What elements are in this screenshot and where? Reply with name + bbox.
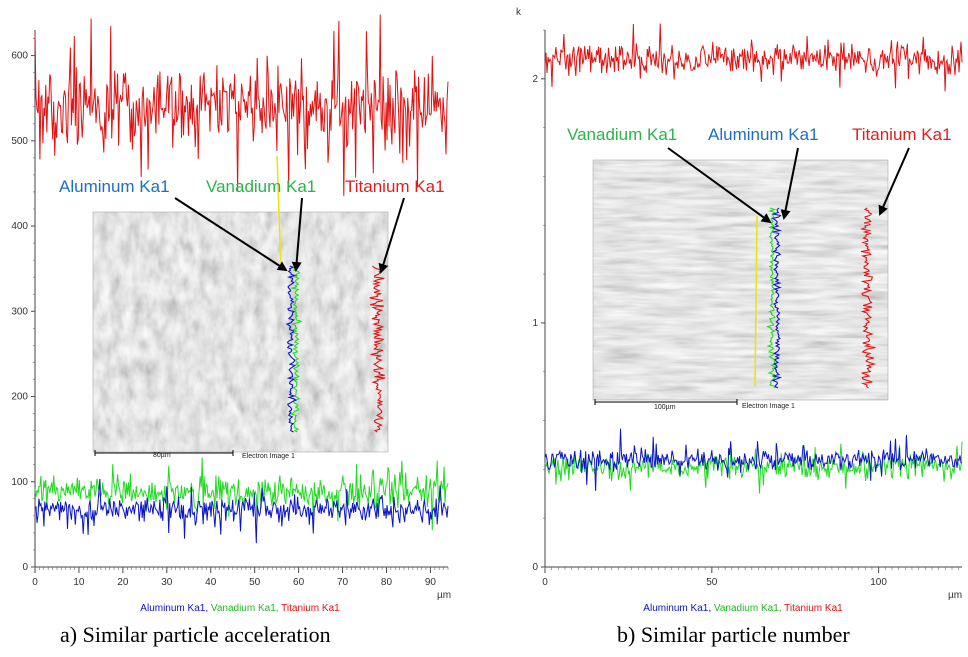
panel-b-legend-separator-2: , [779, 603, 784, 614]
panel-a-x-tick-label-5: 50 [249, 577, 261, 588]
panel-a-x-tick-label-8: 80 [381, 577, 393, 588]
panel-a-y-tick-label-0: 0 [22, 562, 28, 573]
panel-a-x-tick-label-3: 30 [161, 577, 173, 588]
panel-a-series-aluminum [34, 478, 449, 544]
panel-b-inset-trace-vanadium [766, 207, 778, 389]
panel-a-y-ticks: 0 100 200 300 400 500 600 [11, 38, 35, 573]
panel-a-x-tick-label-9: 90 [425, 577, 437, 588]
panel-a-x-tick-label-4: 40 [205, 577, 217, 588]
panel-b-annotation-titanium: Titanium Ka1 [852, 125, 952, 144]
panel-b-sem-inset: 100µm Electron Image 1 [592, 159, 889, 411]
panel-a-arrow-titanium [378, 197, 405, 274]
panel-a-x-tick-label-0: 0 [32, 577, 38, 588]
panel-a-annotation-aluminum: Aluminum Ka1 [59, 177, 170, 196]
panel-a-inset-caption: Electron Image 1 [242, 453, 295, 460]
panel-a-x-ticks: 0 10 20 30 40 50 60 70 80 90 [32, 567, 449, 588]
panel-b-x-tick-label-1: 50 [706, 577, 718, 588]
panel-a-annotation-vanadium: Vanadium Ka1 [206, 177, 316, 196]
panel-b-chart: k 0 1 2 0 50 100 µm 100µm Electron Image 1 V… [516, 7, 963, 614]
panel-b-legend: Aluminum Ka1, Vanadium Ka1, Titanium Ka1 [643, 603, 843, 614]
panel-a-y-tick-label-3: 300 [11, 306, 28, 317]
panel-a-x-unit: µm [437, 590, 451, 601]
panel-a-arrow-vanadium [291, 197, 303, 272]
panel-b-arrow-aluminum [780, 147, 799, 220]
panel-a-sem-inset: 80µm Electron Image 1 [92, 155, 389, 460]
panel-a-inset-linescan [276, 155, 386, 433]
panel-b-inset-linescan [754, 207, 877, 389]
panel-a-legend-aluminum: Aluminum Ka1 [140, 603, 205, 614]
panel-b-annotation-vanadium: Vanadium Ka1 [567, 125, 677, 144]
panel-a-x-tick-label-2: 20 [117, 577, 129, 588]
panel-b-arrow-vanadium [667, 147, 772, 224]
panel-b-legend-separator-1: , [708, 603, 714, 614]
panel-b-legend-aluminum: Aluminum Ka1 [643, 603, 708, 614]
panel-b-series-titanium [544, 23, 963, 92]
panel-b-annotation-aluminum: Aluminum Ka1 [708, 125, 819, 144]
panel-b-legend-titanium: Titanium Ka1 [784, 603, 843, 614]
panel-a-x-tick-label-6: 60 [293, 577, 305, 588]
panel-a-legend-vanadium: Vanadium Ka1 [211, 603, 276, 614]
panel-a-y-tick-label-2: 200 [11, 392, 28, 403]
panel-b-x-tick-label-0: 0 [542, 577, 548, 588]
panel-a-series-titanium [34, 14, 449, 196]
panel-a-inset-trace-aluminum [285, 265, 297, 433]
panel-a-legend-titanium: Titanium Ka1 [281, 603, 340, 614]
panel-b-y-tick-label-0: 0 [532, 562, 538, 573]
panel-a-y-tick-label-6: 600 [11, 51, 28, 62]
panel-b-y-tick-label-2: 2 [532, 74, 538, 85]
panel-a-series-vanadium [34, 457, 449, 531]
caption-a: a) Similar particle acceleration [60, 622, 331, 647]
panel-a-legend: Aluminum Ka1, Vanadium Ka1, Titanium Ka1 [140, 603, 340, 614]
caption-b: b) Similar particle number [617, 622, 850, 647]
panel-b-inset-caption: Electron Image 1 [742, 403, 795, 410]
panel-a-y-tick-label-5: 500 [11, 136, 28, 147]
panel-b-arrow-titanium [878, 147, 910, 216]
panel-b-scale-bar-label: 100µm [654, 404, 676, 411]
panel-a-legend-separator-1: , [205, 603, 211, 614]
panel-b-inset-trace-aluminum [771, 207, 783, 389]
panel-a-annotation-titanium: Titanium Ka1 [345, 177, 445, 196]
panel-a-series [34, 14, 449, 544]
panel-a-legend-separator-2: , [276, 603, 281, 614]
panel-a-inset-trace-titanium [369, 265, 386, 433]
panel-a-inset-trace-vanadium [289, 265, 303, 433]
panel-b-y-tick-label-1: 1 [532, 318, 538, 329]
panel-a-x-tick-label-7: 70 [337, 577, 349, 588]
panel-b-x-ticks: 0 50 100 [542, 567, 959, 588]
panel-a-y-tick-label-4: 400 [11, 221, 28, 232]
panel-b-legend-vanadium: Vanadium Ka1 [714, 603, 779, 614]
panel-a-arrow-aluminum [174, 197, 288, 272]
panel-a-scan-line [276, 155, 282, 271]
panel-b-y-unit: k [516, 7, 522, 18]
panel-b-inset-trace-titanium [859, 207, 877, 389]
panel-a-x-tick-label-1: 10 [73, 577, 85, 588]
panel-b-x-tick-label-2: 100 [870, 577, 887, 588]
panel-a-scale-bar-label: 80µm [153, 452, 171, 459]
panel-b-scan-line [754, 215, 758, 387]
panel-b-series [544, 23, 963, 494]
panel-b-x-unit: µm [948, 590, 962, 601]
panel-b-y-ticks: 0 1 2 [532, 29, 545, 573]
panel-a-y-tick-label-1: 100 [11, 477, 28, 488]
panel-b-series-aluminum [544, 428, 963, 491]
